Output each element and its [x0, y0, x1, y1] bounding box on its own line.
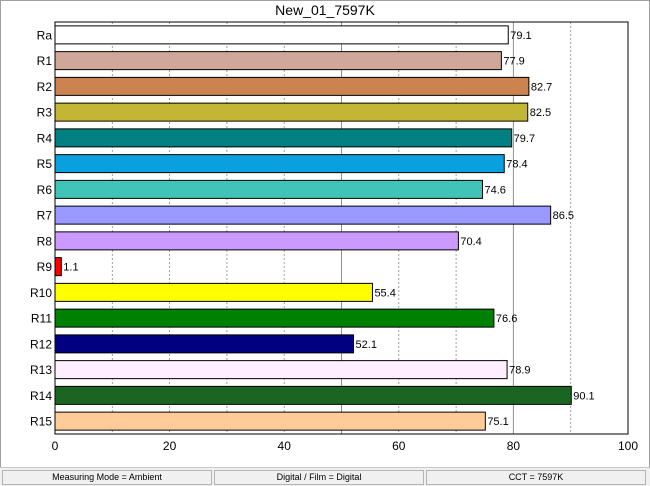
value-label: 75.1 [487, 416, 508, 428]
bar-r5 [54, 154, 505, 174]
bar-r11 [54, 308, 495, 328]
bar-r3 [54, 102, 529, 122]
value-label: 82.5 [530, 107, 551, 119]
bar-r2 [54, 76, 530, 96]
plot-border [54, 21, 629, 435]
bar-r9 [54, 257, 62, 277]
value-label: 78.4 [506, 159, 527, 171]
bar-r13 [54, 360, 508, 380]
value-label: 79.1 [510, 30, 531, 42]
value-label: 55.4 [374, 287, 395, 299]
x-tick-label: 60 [392, 439, 406, 453]
category-label: R15 [30, 415, 52, 429]
bar-r8 [54, 231, 459, 251]
value-label: 1.1 [63, 262, 78, 274]
x-tick-label: 0 [52, 439, 59, 453]
category-label: R3 [37, 106, 53, 120]
category-label: R8 [37, 234, 53, 248]
category-label: R4 [37, 131, 53, 145]
category-label: R12 [30, 337, 52, 351]
category-label: R5 [37, 157, 53, 171]
category-label: R1 [37, 54, 53, 68]
bar-r1 [54, 51, 502, 71]
bar-r4 [54, 128, 513, 148]
x-tick-label: 40 [278, 439, 292, 453]
value-label: 52.1 [356, 339, 377, 351]
value-label: 76.6 [496, 313, 517, 325]
category-label: R7 [37, 209, 53, 223]
category-label: R13 [30, 363, 52, 377]
x-tick-label: 80 [507, 439, 521, 453]
category-label: R9 [37, 260, 53, 274]
category-label: R11 [31, 312, 52, 326]
status-digital-film: Digital / Film = Digital [214, 470, 424, 485]
cri-bar-chart: Ra 79.1 R1 77.9 R2 82.7 R3 82.5 R4 79.7 R5 78.4 R6 74… [30, 21, 638, 453]
bar-r6 [54, 179, 483, 199]
category-label: R6 [37, 183, 53, 197]
category-label: R14 [30, 389, 52, 403]
bar-ra [54, 25, 509, 45]
bar-r12 [54, 334, 355, 354]
value-label: 86.5 [553, 210, 574, 222]
category-label: R10 [30, 286, 52, 300]
bar-r15 [54, 411, 486, 431]
chart-title: New_01_7597K [275, 2, 375, 18]
value-label: 79.7 [514, 133, 535, 145]
category-label: Ra [37, 28, 53, 42]
x-tick-label: 20 [163, 439, 177, 453]
value-label: 70.4 [460, 236, 481, 248]
x-tick-label: 100 [618, 439, 638, 453]
status-bar: Measuring Mode = Ambient Digital / Film … [0, 467, 650, 486]
value-label: 82.7 [531, 81, 552, 93]
category-label: R2 [37, 80, 53, 94]
value-label: 74.6 [484, 184, 505, 196]
bar-r7 [54, 205, 552, 225]
status-cct: CCT = 7597K [426, 470, 646, 485]
status-measuring-mode: Measuring Mode = Ambient [2, 470, 212, 485]
value-label: 78.9 [509, 365, 530, 377]
bar-r14 [54, 385, 572, 405]
value-label: 90.1 [573, 390, 594, 402]
value-label: 77.9 [503, 56, 524, 68]
bar-r10 [54, 282, 373, 302]
